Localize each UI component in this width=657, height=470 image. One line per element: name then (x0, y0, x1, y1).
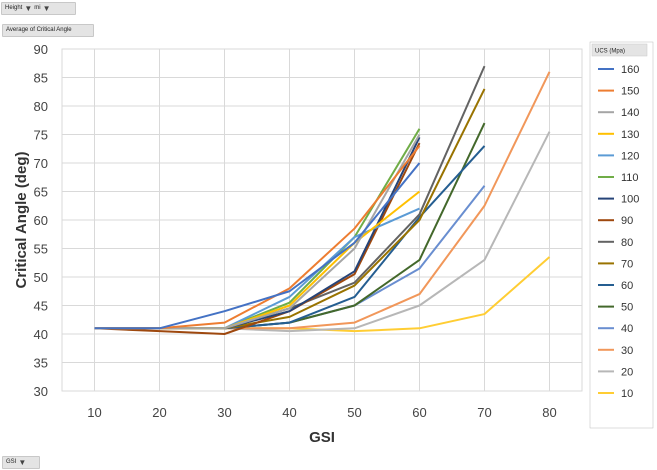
y-tick-label: 90 (34, 42, 48, 57)
values-field-button[interactable]: Average of Critical Angle (2, 24, 94, 37)
legend-label-60: 60 (621, 280, 633, 292)
x-tick-label: 20 (152, 405, 166, 420)
legend-label-140: 140 (621, 107, 639, 119)
x-tick-label: 10 (87, 405, 101, 420)
x-tick-label: 70 (477, 405, 491, 420)
y-tick-label: 70 (34, 156, 48, 171)
legend-box (589, 41, 654, 429)
series-line-90 (94, 142, 421, 335)
filter-icon[interactable]: ▼ (24, 4, 33, 13)
y-axis-label: Critical Angle (deg) (13, 152, 30, 289)
legend: 160 150 140 130 120 110 100 90 80 70 60 50 40 30 20 10 (598, 64, 639, 400)
y-tick-label: 35 (34, 356, 48, 371)
x-tick-label: 40 (282, 405, 296, 420)
legend-label-120: 120 (621, 150, 639, 162)
y-tick-label: 50 (34, 270, 48, 285)
legend-title: UCS (Mpa) (595, 49, 625, 55)
series-line-30 (94, 71, 551, 330)
legend-label-160: 160 (621, 64, 639, 76)
x-axis-ticks: 10 20 30 40 50 60 70 80 (87, 405, 556, 420)
y-tick-label: 75 (34, 128, 48, 143)
x-tick-label: 60 (412, 405, 426, 420)
legend-title-button[interactable] (591, 43, 648, 57)
series-line-100 (94, 136, 421, 330)
legend-label-100: 100 (621, 194, 639, 206)
filter-icon[interactable]: ▼ (18, 458, 27, 467)
legend-label-50: 50 (621, 302, 633, 314)
x-tick-label: 80 (542, 405, 556, 420)
x-tick-label: 50 (347, 405, 361, 420)
legend-label-30: 30 (621, 345, 633, 357)
y-tick-label: 30 (34, 384, 48, 399)
y-tick-label: 65 (34, 185, 48, 200)
legend-label-90: 90 (621, 215, 633, 227)
series-line-140 (94, 134, 421, 330)
legend-label-70: 70 (621, 258, 633, 270)
legend-label-80: 80 (621, 237, 633, 249)
height-field-label: Height (5, 5, 23, 11)
legend-label-40: 40 (621, 323, 633, 335)
y-tick-label: 80 (34, 99, 48, 114)
axis-field-button[interactable]: GSI ▼ (2, 456, 40, 469)
legend-label-110: 110 (621, 172, 639, 184)
axis-field-label: GSI (6, 459, 17, 465)
gridlines (61, 48, 583, 392)
legend-label-20: 20 (621, 366, 633, 378)
unit-field-label: mi (34, 5, 41, 11)
x-axis-label: GSI (309, 429, 335, 446)
legend-label-150: 150 (621, 86, 639, 98)
y-tick-label: 60 (34, 213, 48, 228)
series-line-130 (94, 190, 421, 330)
series-line-110 (94, 128, 421, 330)
y-tick-label: 55 (34, 242, 48, 257)
height-field-button[interactable]: Height ▼ mi ▼ (1, 2, 76, 15)
series-lines (94, 65, 551, 335)
y-tick-label: 85 (34, 71, 48, 86)
series-line-160 (94, 162, 421, 330)
y-tick-label: 40 (34, 327, 48, 342)
y-tick-label: 45 (34, 299, 48, 314)
legend-label-130: 130 (621, 129, 639, 141)
y-axis-ticks: 30 35 40 45 50 55 60 65 70 75 80 85 90 (34, 42, 48, 399)
values-field-label: Average of Critical Angle (6, 27, 72, 33)
legend-label-10: 10 (621, 388, 633, 400)
filter-icon[interactable]: ▼ (42, 4, 51, 13)
x-tick-label: 30 (217, 405, 231, 420)
